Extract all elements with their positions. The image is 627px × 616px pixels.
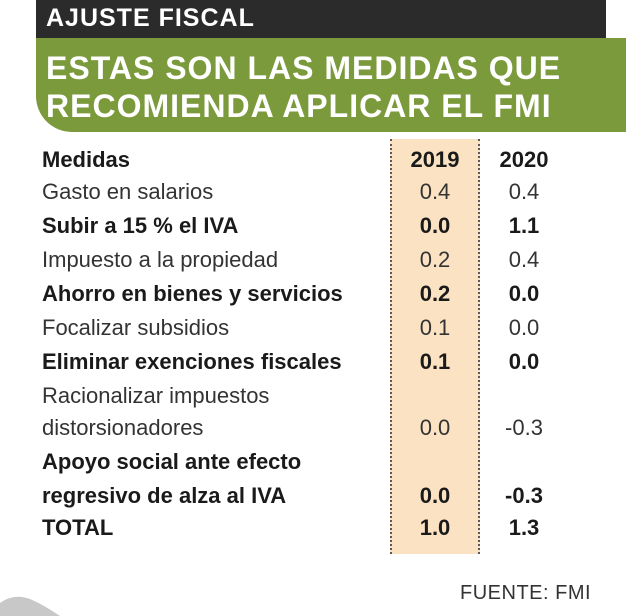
value-2020: 0.0 — [508, 349, 540, 374]
row-label-line-2: distorsionadores — [42, 415, 204, 440]
value-2020: 0.0 — [508, 315, 540, 340]
row-label: Subir a 15 % el IVA — [42, 213, 239, 238]
header-medidas: Medidas — [42, 147, 131, 172]
title-line-2: RECOMIENDA APLICAR EL FMI — [46, 88, 552, 124]
kicker-text: AJUSTE FISCAL — [46, 4, 255, 32]
kicker-bar: AJUSTE FISCAL — [36, 0, 606, 38]
row-label: Focalizar subsidios — [42, 315, 230, 340]
row-label-line-2: regresivo de alza al IVA — [42, 483, 287, 508]
row-label: Eliminar exenciones fiscales — [42, 349, 342, 374]
table-total-row: TOTAL 1.0 1.3 — [0, 511, 627, 545]
decorative-corner-shape — [0, 596, 60, 616]
value-2019: 0.2 — [419, 281, 451, 306]
table-header-row: Medidas 2019 2020 — [0, 143, 627, 177]
value-2020: 0.0 — [508, 281, 540, 306]
title-banner: ESTAS SON LAS MEDIDAS QUE RECOMIENDA APL… — [36, 38, 626, 132]
value-2019: 0.2 — [419, 247, 451, 272]
value-2020: 0.4 — [508, 179, 540, 204]
value-2019: 0.0 — [419, 483, 451, 508]
table-row-continuation: regresivo de alza al IVA 0.0 -0.3 — [0, 479, 627, 513]
header-2019: 2019 — [410, 147, 460, 172]
row-label: TOTAL — [42, 515, 114, 540]
row-label: Ahorro en bienes y servicios — [42, 281, 343, 306]
table-row: Impuesto a la propiedad 0.2 0.4 — [0, 243, 627, 277]
table-row-continuation: distorsionadores 0.0 -0.3 — [0, 411, 627, 445]
value-2019: 0.1 — [419, 315, 451, 340]
table-row: Ahorro en bienes y servicios 0.2 0.0 — [0, 277, 627, 311]
value-2020: 1.3 — [508, 515, 540, 540]
value-2020: 1.1 — [508, 213, 540, 238]
source-note: FUENTE: FMI — [460, 582, 592, 604]
table-row: Apoyo social ante efecto — [0, 445, 627, 479]
table-row: Racionalizar impuestos — [0, 379, 627, 413]
value-2019: 0.0 — [419, 213, 451, 238]
row-label-line-1: Racionalizar impuestos — [42, 383, 270, 408]
value-2019: 0.4 — [419, 179, 451, 204]
value-2020: -0.3 — [505, 483, 543, 508]
value-2020: 0.4 — [508, 247, 540, 272]
year-2019-column-highlight — [390, 139, 480, 554]
table-row: Eliminar exenciones fiscales 0.1 0.0 — [0, 345, 627, 379]
value-2019: 0.0 — [419, 415, 451, 440]
table-row: Subir a 15 % el IVA 0.0 1.1 — [0, 209, 627, 243]
row-label-line-1: Apoyo social ante efecto — [42, 449, 302, 474]
table-row: Focalizar subsidios 0.1 0.0 — [0, 311, 627, 345]
value-2019: 0.1 — [419, 349, 451, 374]
header-2020: 2020 — [499, 147, 549, 172]
value-2020: -0.3 — [505, 415, 543, 440]
table-row: Gasto en salarios 0.4 0.4 — [0, 175, 627, 209]
row-label: Gasto en salarios — [42, 179, 214, 204]
title-line-1: ESTAS SON LAS MEDIDAS QUE — [46, 50, 562, 86]
value-2019: 1.0 — [419, 515, 451, 540]
row-label: Impuesto a la propiedad — [42, 247, 279, 272]
